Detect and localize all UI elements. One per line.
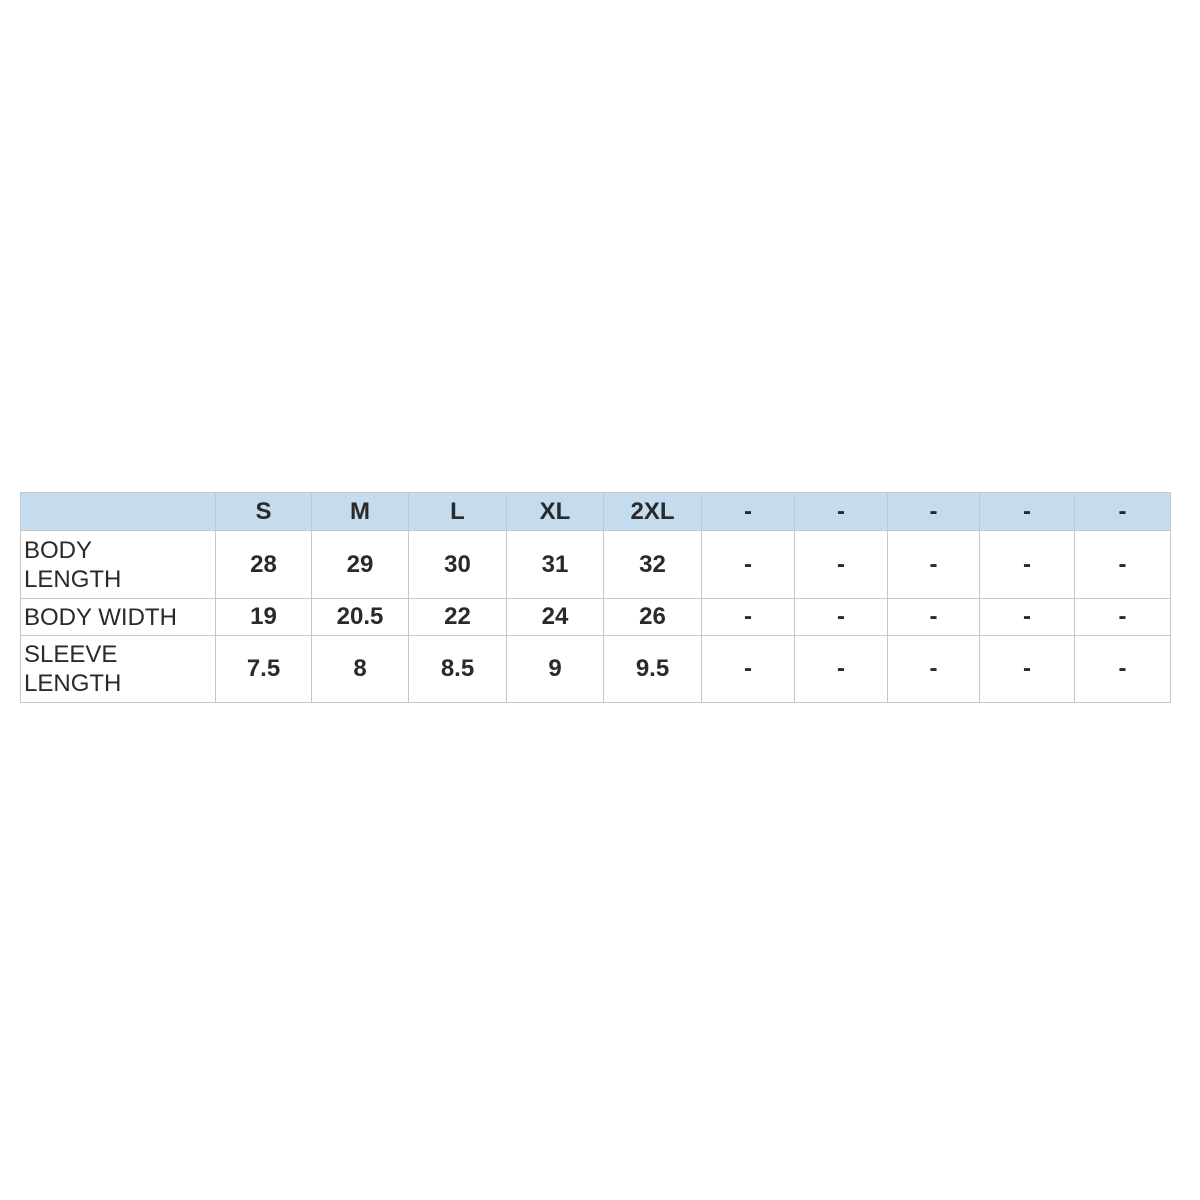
measurement-cell: 22 xyxy=(408,598,507,636)
header-cell-size: - xyxy=(794,492,888,531)
header-cell-size: M xyxy=(311,492,409,531)
row-label: BODY WIDTH xyxy=(20,598,216,636)
header-cell-size: S xyxy=(215,492,312,531)
header-cell-size: - xyxy=(887,492,980,531)
measurement-cell: - xyxy=(701,598,795,636)
measurement-cell: 7.5 xyxy=(215,635,312,703)
header-cell-size: - xyxy=(1074,492,1171,531)
measurement-cell: 26 xyxy=(603,598,702,636)
measurement-cell: 8.5 xyxy=(408,635,507,703)
measurement-cell: 8 xyxy=(311,635,409,703)
measurement-cell: - xyxy=(887,598,980,636)
measurement-cell: - xyxy=(887,635,980,703)
measurement-cell: 28 xyxy=(215,530,312,599)
measurement-cell: - xyxy=(794,530,888,599)
measurement-cell: - xyxy=(794,635,888,703)
table-row: BODY LENGTH 28 29 30 31 32- - - - - xyxy=(20,530,1171,599)
header-cell-size: 2XL xyxy=(603,492,702,531)
measurement-cell: - xyxy=(887,530,980,599)
measurement-cell: 19 xyxy=(215,598,312,636)
row-label: BODY LENGTH xyxy=(20,530,216,599)
measurement-cell: - xyxy=(1074,635,1171,703)
header-cell-size: - xyxy=(979,492,1075,531)
measurement-cell: - xyxy=(979,530,1075,599)
measurement-cell: 31 xyxy=(506,530,604,599)
size-chart-table: S M L XL 2XL - - - - - BODY LENGTH 28 29 30 3… xyxy=(20,492,1171,703)
measurement-cell: 32 xyxy=(603,530,702,599)
measurement-cell: - xyxy=(701,635,795,703)
measurement-cell: - xyxy=(701,530,795,599)
table-row: SLEEVE LENGTH 7.5 8 8.5 9 9.5- - - - - xyxy=(20,635,1171,703)
header-cell-empty xyxy=(20,492,216,531)
measurement-cell: 9 xyxy=(506,635,604,703)
measurement-cell: - xyxy=(794,598,888,636)
table-row: BODY WIDTH 19 20.5 22 24 26- - - - - xyxy=(20,598,1171,636)
measurement-cell: 29 xyxy=(311,530,409,599)
measurement-cell: 9.5 xyxy=(603,635,702,703)
measurement-cell: - xyxy=(979,598,1075,636)
row-label: SLEEVE LENGTH xyxy=(20,635,216,703)
measurement-cell: 30 xyxy=(408,530,507,599)
header-cell-size: - xyxy=(701,492,795,531)
measurement-cell: 24 xyxy=(506,598,604,636)
measurement-cell: - xyxy=(979,635,1075,703)
measurement-cell: - xyxy=(1074,598,1171,636)
measurement-cell: - xyxy=(1074,530,1171,599)
measurement-cell: 20.5 xyxy=(311,598,409,636)
header-cell-size: XL xyxy=(506,492,604,531)
header-row: S M L XL 2XL - - - - - xyxy=(20,492,1171,531)
header-cell-size: L xyxy=(408,492,507,531)
